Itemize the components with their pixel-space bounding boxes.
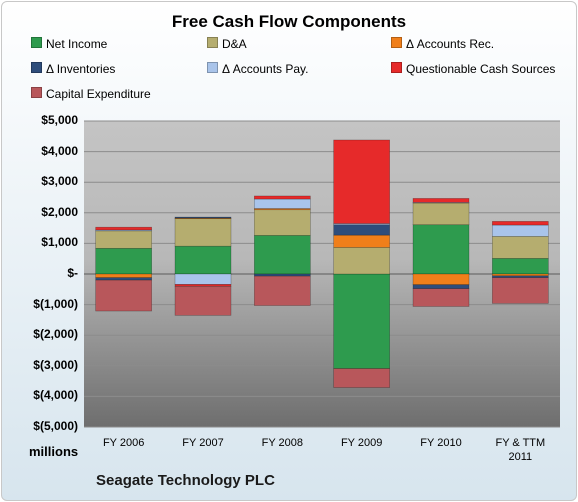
x-tick-label-line: FY 2009 <box>340 437 383 449</box>
company-label: Seagate Technology PLC <box>96 472 275 489</box>
bar-segment <box>254 208 311 211</box>
y-tick-label: $1,000 <box>41 235 78 250</box>
legend-swatch <box>31 62 42 73</box>
bar-segment <box>174 245 232 275</box>
bar-segment <box>95 226 152 231</box>
legend-swatch <box>207 62 218 73</box>
x-tick-label: FY & TTM 2011 <box>480 436 560 464</box>
bar-segment <box>254 275 311 306</box>
bar-segment <box>95 277 152 281</box>
x-tick-label-line: FY & TTM <box>495 437 546 449</box>
y-tick-label: $4,000 <box>41 143 78 158</box>
legend-item: D&A <box>207 37 247 51</box>
units-label: millions <box>29 444 79 459</box>
bar-segment <box>95 273 152 278</box>
legend-label: Δ Accounts Pay. <box>222 62 309 76</box>
bar-segment <box>412 273 470 286</box>
bar-segment <box>95 279 152 312</box>
bar-segment <box>492 258 549 275</box>
legend-label: Net Income <box>46 37 108 51</box>
legend-item: Questionable Cash Sources <box>391 62 555 76</box>
legend-label: D&A <box>222 37 247 51</box>
bar-segment <box>412 284 470 289</box>
legend-item: Δ Accounts Pay. <box>207 62 309 76</box>
legend-item: Capital Expenditure <box>31 87 151 101</box>
y-tick-label: $(1,000) <box>33 296 78 311</box>
bar-segment <box>492 224 549 237</box>
bar-segment <box>254 195 311 200</box>
legend-item: Net Income <box>31 37 107 51</box>
bar-segment <box>254 273 311 277</box>
y-tick-label: $(2,000) <box>33 327 78 342</box>
bar-segment <box>333 368 390 388</box>
x-tick-label-line: FY 2006 <box>102 437 145 449</box>
legend-label: Δ Accounts Rec. <box>406 37 495 51</box>
legend-label: Questionable Cash Sources <box>406 62 556 76</box>
bar-segment <box>174 216 232 219</box>
bar-segment <box>492 277 549 304</box>
bar-segment <box>174 218 232 247</box>
bar-segment <box>95 230 152 249</box>
y-tick-label: $3,000 <box>41 174 78 189</box>
x-tick-label: FY 2006 <box>84 436 164 450</box>
bar-segment <box>174 285 232 316</box>
bar-segment <box>333 273 390 369</box>
x-tick-label-line: FY 2008 <box>261 437 304 449</box>
x-tick-label-line: FY 2007 <box>182 437 224 449</box>
legend-item: Δ Inventories <box>31 62 115 76</box>
bar-segment <box>412 224 470 275</box>
bar-segment <box>412 202 470 226</box>
y-tick-label: $(3,000) <box>33 357 78 372</box>
x-tick-label-line: FY 2010 <box>420 437 462 449</box>
bar-segment <box>412 198 470 203</box>
bar-segment <box>174 273 232 285</box>
legend-swatch <box>391 37 402 48</box>
legend-label: Capital Expenditure <box>46 87 151 101</box>
bar-segment <box>492 221 549 226</box>
legend-label: Δ Inventories <box>46 62 116 76</box>
bar-segment <box>333 139 390 224</box>
legend-swatch <box>31 87 42 98</box>
legend-swatch <box>31 37 42 48</box>
x-tick-label-line: 2011 <box>508 451 533 463</box>
x-tick-label: FY 2010 <box>401 436 481 450</box>
bar-segment <box>492 236 549 259</box>
y-tick-label: $- <box>67 266 78 280</box>
chart-title: Free Cash Flow Components <box>171 12 407 31</box>
bar-segment <box>333 234 390 248</box>
y-tick-label: $(4,000) <box>33 388 78 403</box>
legend-item: Δ Accounts Rec. <box>391 37 494 51</box>
bar-segment <box>254 235 311 275</box>
bar-segment <box>95 247 152 275</box>
y-tick-label: $(5,000) <box>33 419 78 433</box>
y-tick-label: $2,000 <box>41 204 78 219</box>
x-tick-label: FY 2008 <box>242 436 322 450</box>
bar-segment <box>333 247 390 275</box>
bar-segment <box>412 288 470 307</box>
bar-segment <box>333 224 390 236</box>
legend-swatch <box>207 37 218 48</box>
y-tick-label: $5,000 <box>41 113 78 127</box>
bar-segment <box>254 209 311 236</box>
x-tick-label: FY 2009 <box>322 436 402 450</box>
legend-swatch <box>391 62 402 73</box>
x-tick-label: FY 2007 <box>163 436 243 450</box>
bar-segment <box>254 198 311 209</box>
